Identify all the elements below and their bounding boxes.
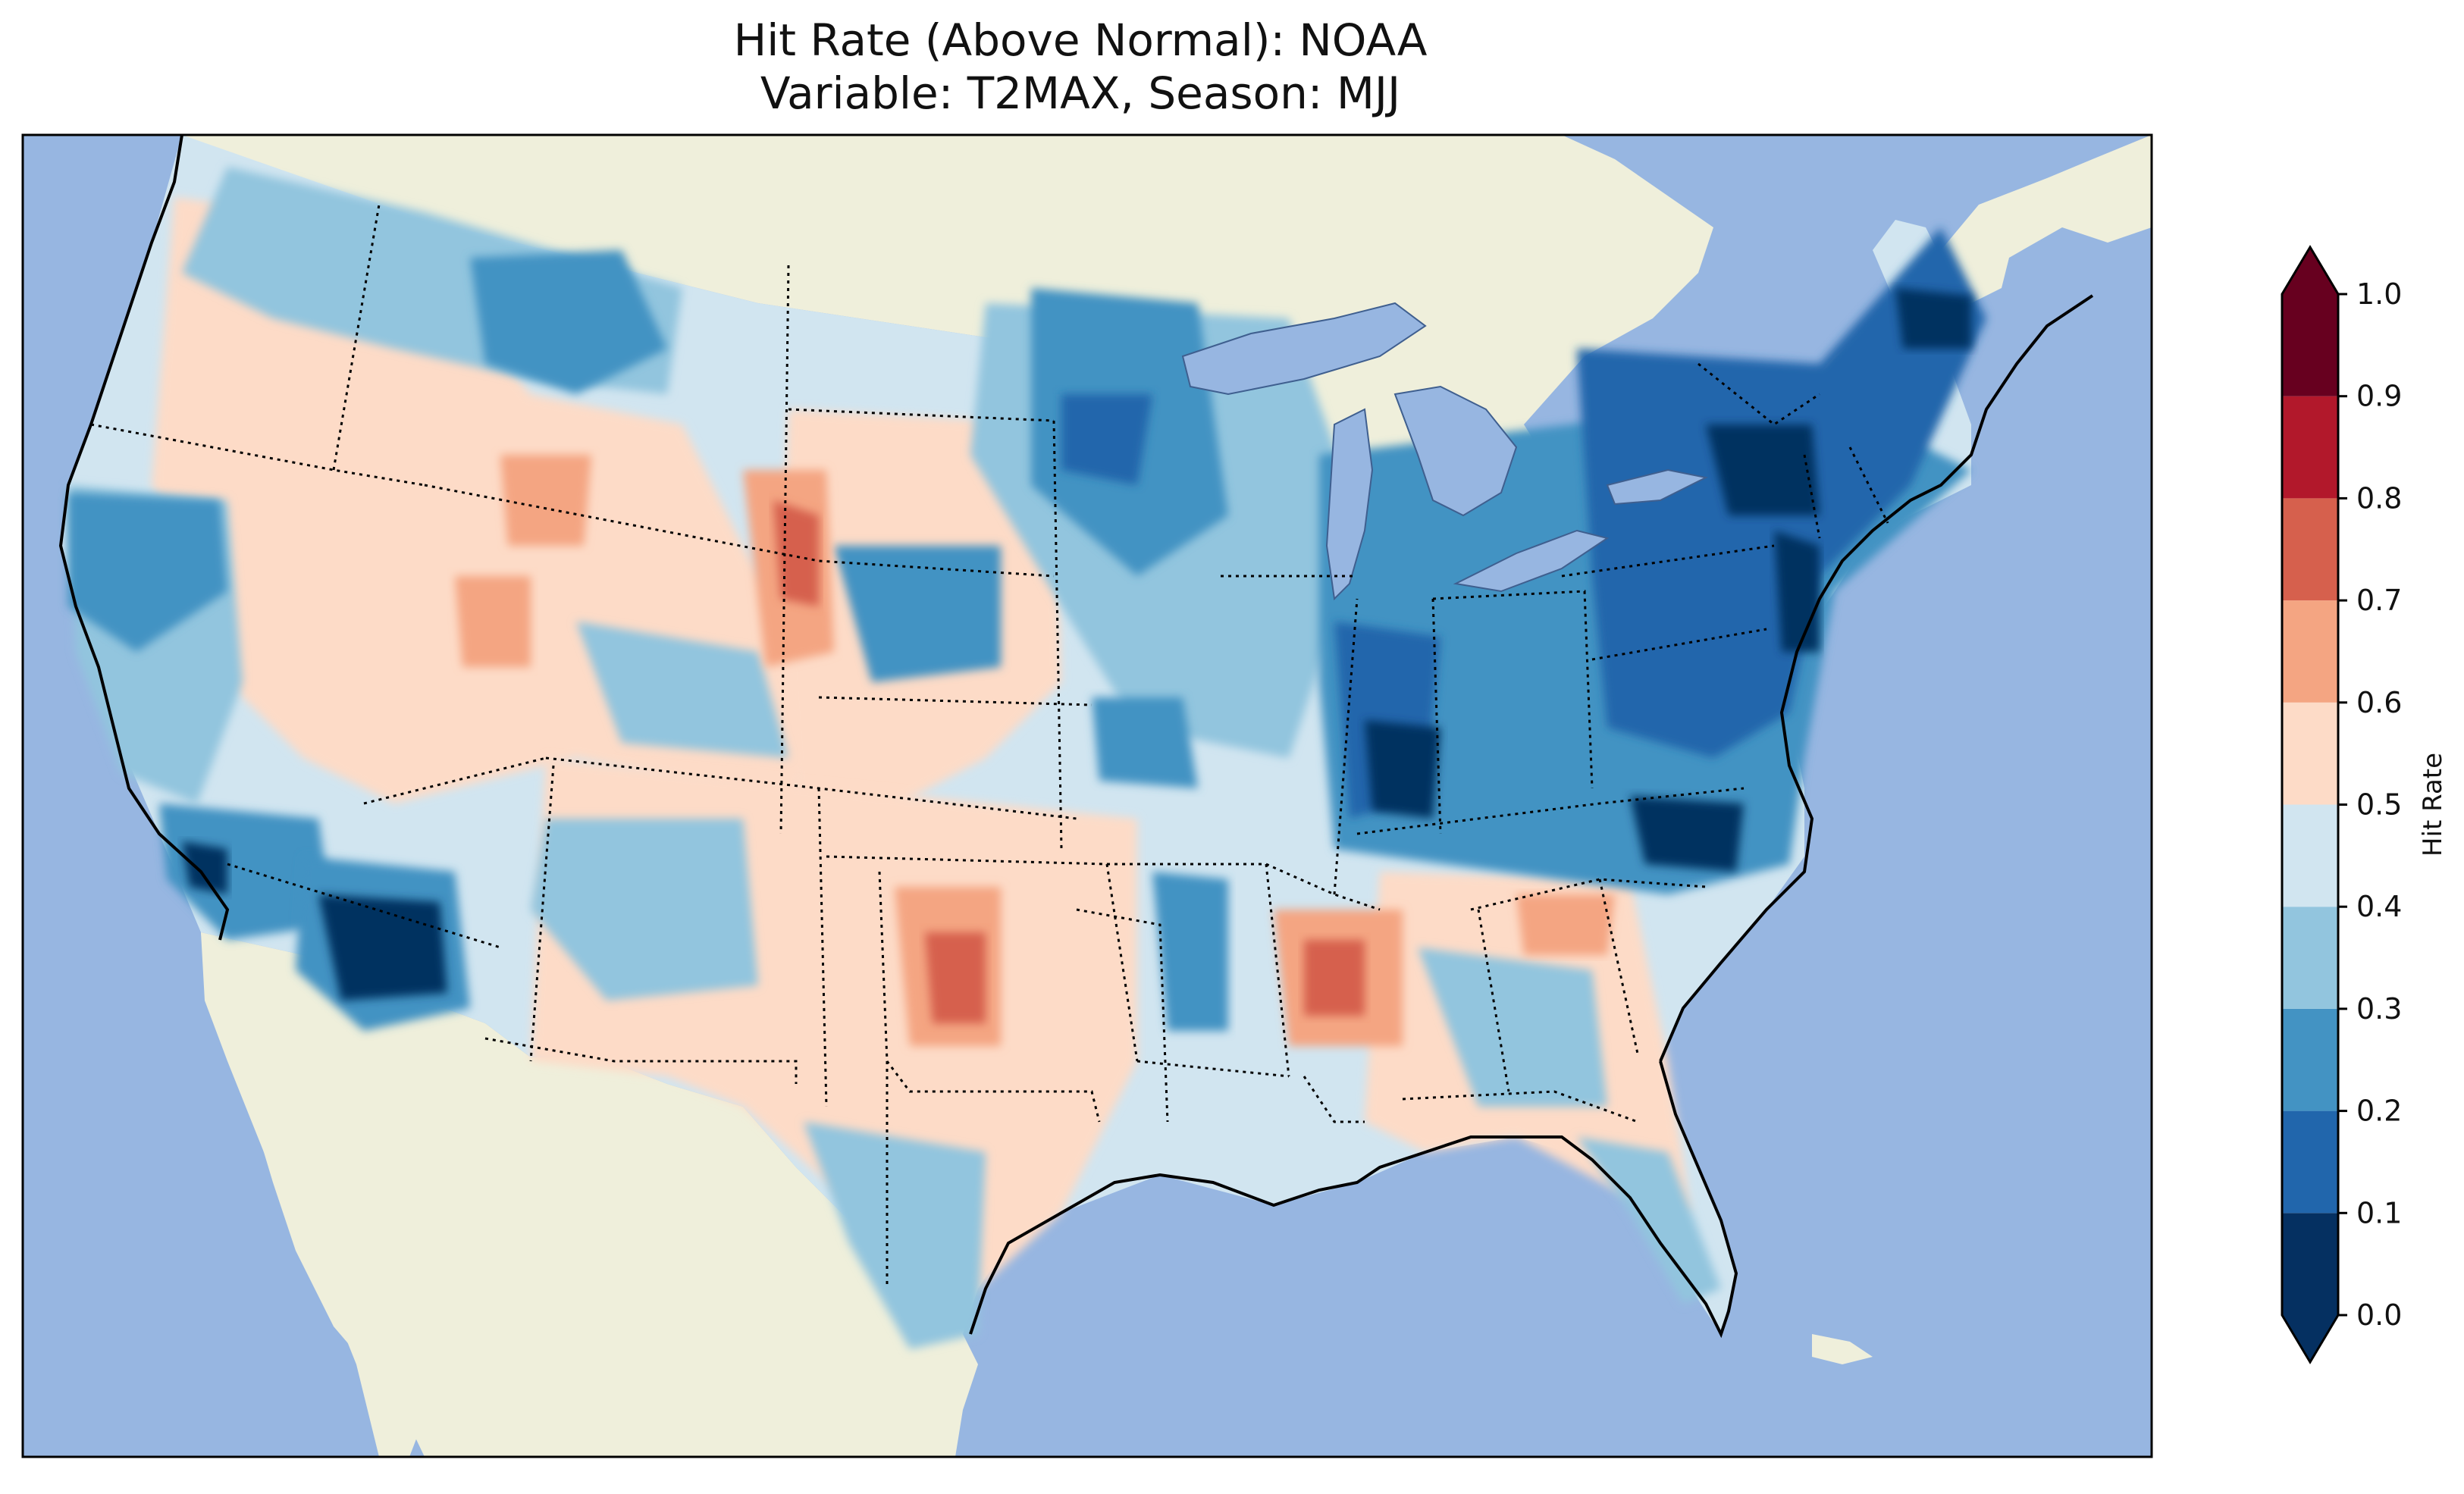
region-ga-red — [1516, 894, 1615, 955]
colorbar-bin-7 — [2282, 498, 2338, 601]
lake-superior — [1181, 302, 1427, 396]
colorbar-tick-label: 0.7 — [2356, 584, 2402, 617]
colorbar-bin-6 — [2282, 600, 2338, 703]
colorbar-tick-label: 0.5 — [2356, 788, 2402, 822]
region-me-navy — [1895, 288, 1971, 349]
region-gulf-blue — [804, 1122, 986, 1349]
colorbar-bin-9 — [2282, 294, 2338, 396]
east-coast — [1659, 294, 2094, 1062]
region-wy-darkred — [773, 500, 819, 606]
region-ok-darkred — [925, 932, 986, 1023]
map-frame — [21, 133, 2153, 1458]
region-mo-medblue — [1092, 697, 1198, 788]
lake-huron — [1393, 385, 1518, 517]
colorbar-bin-0 — [2282, 1213, 2338, 1315]
region-socal-navy — [182, 841, 227, 894]
west-coast — [58, 135, 230, 941]
great-lakes — [1181, 302, 1709, 601]
title-line-2: Variable: T2MAX, Season: MJJ — [760, 67, 1401, 119]
colorbar-bin-2 — [2282, 1008, 2338, 1111]
colorbar-bin-8 — [2282, 396, 2338, 499]
colorbar-label: Hit Rate — [2418, 753, 2448, 857]
colorbar-tick-label: 0.6 — [2356, 686, 2402, 719]
region-ar-medblue — [1152, 872, 1228, 1031]
region-idaho-medblue — [470, 250, 667, 394]
colorbar-bin-5 — [2282, 702, 2338, 805]
colorbar-bin-1 — [2282, 1110, 2338, 1214]
colorbar-tick-label: 0.1 — [2356, 1196, 2402, 1229]
region-wi-darkblue — [1061, 394, 1152, 485]
region-nc-navy — [1630, 796, 1744, 872]
map-title: Hit Rate (Above Normal): NOAA Variable: … — [0, 14, 2161, 120]
hit-rate-heatmap — [61, 135, 1986, 1349]
region-ky-navy — [1365, 720, 1440, 819]
region-socal-medblue — [159, 803, 334, 940]
region-ms-darkred — [1304, 940, 1365, 1016]
colorbar-tick-label: 0.8 — [2356, 481, 2402, 515]
lake-erie — [1453, 529, 1610, 593]
colorbar-ticks: 0.0 0.1 0.2 0.3 0.4 0.5 0.6 0.7 0.8 0.9 1.0 — [2338, 277, 2402, 1332]
colorbar-tick-label: 0.4 — [2356, 890, 2402, 923]
colorbar-over-arrow — [2282, 247, 2338, 294]
colorbar-tick-label: 1.0 — [2356, 277, 2402, 311]
region-colorado-blue — [576, 622, 788, 758]
colorbar-tick-label: 0.0 — [2356, 1298, 2402, 1332]
region-ut2-red — [455, 576, 531, 667]
baja-land — [201, 932, 425, 1457]
region-az-navy — [318, 894, 447, 1001]
lake-michigan — [1325, 408, 1374, 601]
colorbar-tick-label: 0.9 — [2356, 380, 2402, 413]
colorbar-tick-label: 0.3 — [2356, 992, 2402, 1026]
region-nm-blue — [531, 819, 758, 1001]
region-ny-navy — [1706, 424, 1820, 515]
colorbar-bins — [2282, 294, 2338, 1315]
coastlines — [58, 135, 2094, 1339]
colorbar-bin-4 — [2282, 804, 2338, 907]
region-ne-medblue — [834, 546, 1001, 682]
region-ca-medblue — [68, 493, 227, 652]
gulf-coast — [969, 1060, 1738, 1339]
colorbar-tick-label: 0.2 — [2356, 1095, 2402, 1128]
cuba-land — [1812, 1334, 1873, 1364]
title-line-1: Hit Rate (Above Normal): NOAA — [733, 14, 1428, 66]
state-borders — [90, 204, 1889, 1289]
colorbar-bin-3 — [2282, 907, 2338, 1009]
region-southeast-blue — [1418, 947, 1607, 1107]
lake-ontario — [1606, 468, 1709, 506]
mexico-land — [201, 932, 978, 1457]
colorbar-under-arrow — [2282, 1315, 2338, 1362]
region-ut-red — [500, 455, 591, 546]
